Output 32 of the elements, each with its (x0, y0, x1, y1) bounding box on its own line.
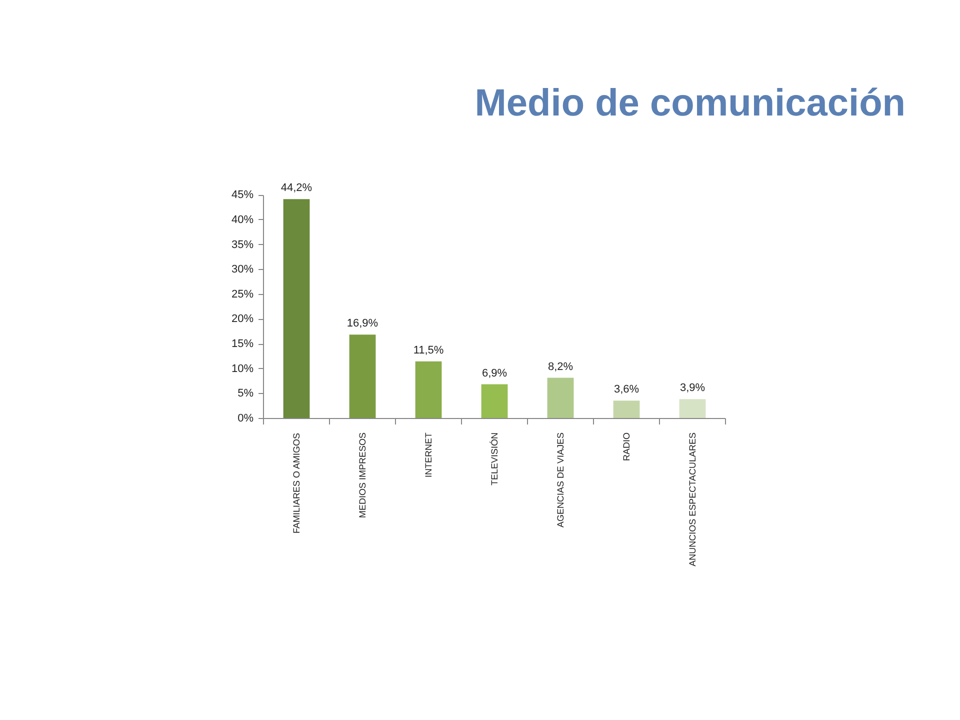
bar (415, 361, 442, 418)
data-label: 44,2% (280, 182, 312, 194)
x-tick-label: MEDIOS IMPRESOS (358, 432, 368, 518)
x-tick-label: INTERNET (424, 432, 434, 478)
y-tick-label: 25% (231, 288, 254, 300)
x-tick-label: RADIO (622, 432, 632, 462)
y-tick-label: 45% (231, 189, 254, 202)
data-label: 3,9% (680, 382, 706, 394)
data-label: 6,9% (482, 367, 508, 380)
bar (547, 378, 574, 418)
x-tick-label: AGENCIAS DE VIAJES (556, 432, 566, 528)
y-tick-label: 5% (238, 388, 254, 400)
y-tick-label: 0% (238, 412, 254, 424)
y-tick-label: 10% (231, 362, 254, 375)
data-label: 16,9% (346, 318, 378, 330)
x-tick-label: TELEVISIÓN (490, 432, 500, 486)
y-tick-label: 20% (231, 313, 254, 326)
bar (349, 334, 376, 418)
data-label: 11,5% (413, 344, 444, 356)
y-tick-label: 40% (231, 214, 254, 226)
bar (613, 400, 640, 418)
y-tick-label: 30% (231, 264, 254, 276)
y-tick-label: 15% (231, 338, 254, 350)
bar (679, 399, 706, 418)
x-tick-label: ANUNCIOS ESPECTACULARES (688, 432, 698, 566)
chart-title: Medio de comunicación (474, 82, 906, 124)
y-tick-label: 35% (231, 238, 254, 251)
bar (481, 384, 508, 418)
bar (283, 199, 310, 418)
data-label: 8,2% (548, 360, 574, 373)
x-tick-label: FAMILIARES O AMIGOS (292, 432, 302, 534)
data-label: 3,6% (614, 384, 640, 396)
